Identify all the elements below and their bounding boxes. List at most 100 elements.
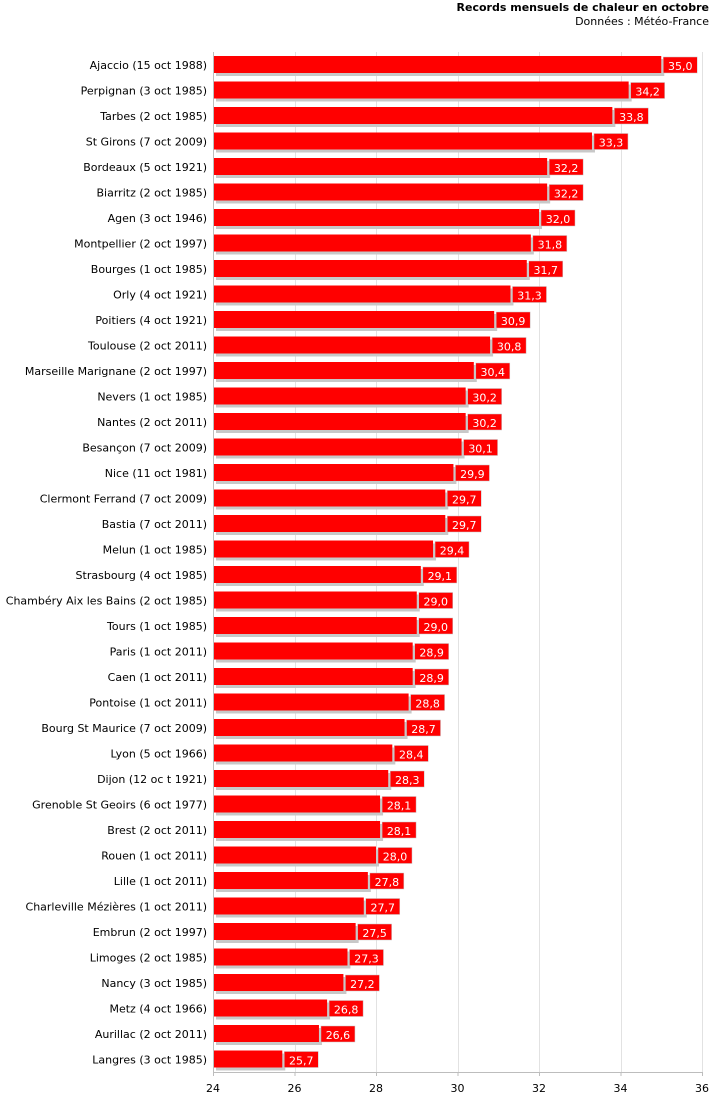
value-label-box xyxy=(284,1051,319,1068)
category-label: Rouen (1 oct 2011) xyxy=(101,850,207,863)
category-label: Aurillac (2 oct 2011) xyxy=(95,1028,207,1041)
bar xyxy=(214,387,466,405)
value-label-box xyxy=(491,337,527,354)
value-label-box xyxy=(349,949,384,966)
bar xyxy=(214,438,462,456)
bar xyxy=(214,285,511,303)
value-label: 29,9 xyxy=(460,468,485,481)
category-label: Perpignan (3 oct 1985) xyxy=(81,85,207,98)
value-label-box xyxy=(422,566,458,584)
value-label-box xyxy=(548,184,584,201)
x-tick-label: 32 xyxy=(532,1082,546,1095)
value-label-box xyxy=(369,872,405,890)
x-tick-label: 34 xyxy=(614,1082,628,1095)
value-label: 29,0 xyxy=(424,621,449,634)
value-label-box xyxy=(365,898,401,915)
value-label-box xyxy=(345,974,380,992)
value-label: 26,6 xyxy=(326,1029,351,1042)
value-label: 30,4 xyxy=(481,366,506,379)
bar xyxy=(214,209,539,226)
grid-lines xyxy=(213,52,703,1072)
category-labels: Ajaccio (15 oct 1988) Perpignan (3 oct 19… xyxy=(6,59,207,1067)
value-label: 31,7 xyxy=(534,264,559,277)
bar xyxy=(214,642,413,660)
value-label-box xyxy=(394,745,429,762)
value-label: 29,7 xyxy=(452,494,477,507)
x-tick-label: 30 xyxy=(451,1082,465,1095)
category-label: Toulouse (2 oct 2011) xyxy=(87,340,207,353)
value-label-box xyxy=(475,362,511,380)
category-label: Strasbourg (4 oct 1985) xyxy=(76,569,207,582)
category-label: Nancy (3 oct 1985) xyxy=(101,977,207,990)
bar xyxy=(214,668,413,685)
value-label-box xyxy=(663,56,698,74)
category-label: Ajaccio (15 oct 1988) xyxy=(90,59,207,72)
value-label: 28,1 xyxy=(387,825,412,838)
bar xyxy=(214,336,491,354)
value-label-box xyxy=(414,643,449,660)
category-label: Pontoise (1 oct 2011) xyxy=(89,697,207,710)
chart-title: Records mensuels de chaleur en octobre xyxy=(456,1,709,14)
bar xyxy=(214,591,417,609)
bar xyxy=(214,617,417,634)
value-label-box xyxy=(512,286,547,303)
x-tick-label: 26 xyxy=(288,1082,302,1095)
category-label: Bourg St Maurice (7 oct 2009) xyxy=(41,722,207,735)
category-label: Bastia (7 oct 2011) xyxy=(102,518,207,531)
value-label: 27,7 xyxy=(371,902,396,915)
x-tick-label: 24 xyxy=(206,1082,220,1095)
value-label: 29,1 xyxy=(428,570,453,583)
value-label-box xyxy=(455,464,490,482)
value-label: 28,4 xyxy=(399,749,424,762)
x-tick-label: 36 xyxy=(695,1082,709,1095)
category-label: Bourges (1 oct 1985) xyxy=(91,263,207,276)
value-label-box xyxy=(447,490,482,507)
category-label: Embrun (2 oct 1997) xyxy=(93,926,207,939)
category-label: Grenoble St Geoirs (6 oct 1977) xyxy=(32,799,207,812)
value-label-box xyxy=(548,158,584,176)
bar xyxy=(214,132,592,150)
value-label-box xyxy=(614,107,649,125)
value-label: 29,4 xyxy=(440,545,465,558)
bar xyxy=(214,311,495,328)
bar xyxy=(214,1050,283,1068)
value-label-box xyxy=(540,209,576,227)
value-label-box xyxy=(414,668,449,686)
value-label-box xyxy=(410,694,445,711)
value-label-box xyxy=(434,541,470,558)
value-label: 30,9 xyxy=(501,315,526,328)
bar xyxy=(214,999,328,1017)
category-label: Clermont Ferrand (7 oct 2009) xyxy=(40,493,207,506)
bar xyxy=(214,719,405,736)
bar xyxy=(214,260,527,277)
value-label: 33,8 xyxy=(619,111,644,124)
category-label: Chambéry Aix les Bains (2 oct 1985) xyxy=(6,595,207,608)
bar xyxy=(214,846,376,864)
value-label: 28,9 xyxy=(419,647,444,660)
value-label: 33,3 xyxy=(599,137,624,150)
value-label: 28,3 xyxy=(395,774,420,787)
bar xyxy=(214,81,629,99)
value-label: 25,7 xyxy=(289,1055,314,1068)
value-label: 32,0 xyxy=(546,213,571,226)
value-label: 27,2 xyxy=(350,978,375,991)
bar xyxy=(214,770,389,787)
category-label: Besançon (7 oct 2009) xyxy=(82,442,207,455)
category-label: Poitiers (4 oct 1921) xyxy=(95,314,207,327)
value-label: 31,3 xyxy=(517,290,542,303)
bar xyxy=(214,158,548,175)
bar xyxy=(214,693,409,711)
value-label: 27,8 xyxy=(375,876,400,889)
bar xyxy=(214,821,381,838)
value-label: 30,2 xyxy=(472,417,497,430)
value-label: 26,8 xyxy=(334,1004,359,1017)
value-label-box xyxy=(463,439,498,456)
value-label-box xyxy=(630,82,665,99)
bar xyxy=(214,566,421,583)
value-label-box xyxy=(381,796,417,813)
bar xyxy=(214,923,356,940)
value-label: 27,5 xyxy=(362,927,387,940)
x-tick-label: 28 xyxy=(369,1082,383,1095)
bar xyxy=(214,362,474,379)
